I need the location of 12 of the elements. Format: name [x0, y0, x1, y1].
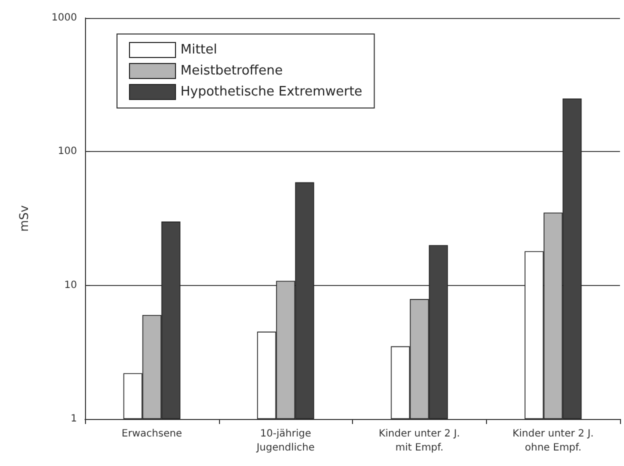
- y-tick-label: 10: [64, 280, 77, 291]
- legend-label: Hypothetische Extremwerte: [180, 84, 362, 100]
- y-tick-label: 100: [58, 146, 77, 158]
- x-tick-label: Kinder unter 2 J. mit Empf.: [378, 428, 460, 454]
- y-tick-label: 1000: [52, 12, 77, 24]
- y-tick-label: 1: [70, 414, 77, 424]
- x-tick-label: Erwachsene: [122, 428, 182, 440]
- legend-label: Mittel: [180, 42, 218, 58]
- x-tick-label: Kinder unter 2 J. ohne Empf.: [512, 428, 594, 454]
- legend-label: Meistbetroffene: [180, 64, 283, 78]
- y-axis-title: mSv: [17, 205, 31, 232]
- x-tick-label: 10-jährige Jugendliche: [256, 428, 315, 454]
